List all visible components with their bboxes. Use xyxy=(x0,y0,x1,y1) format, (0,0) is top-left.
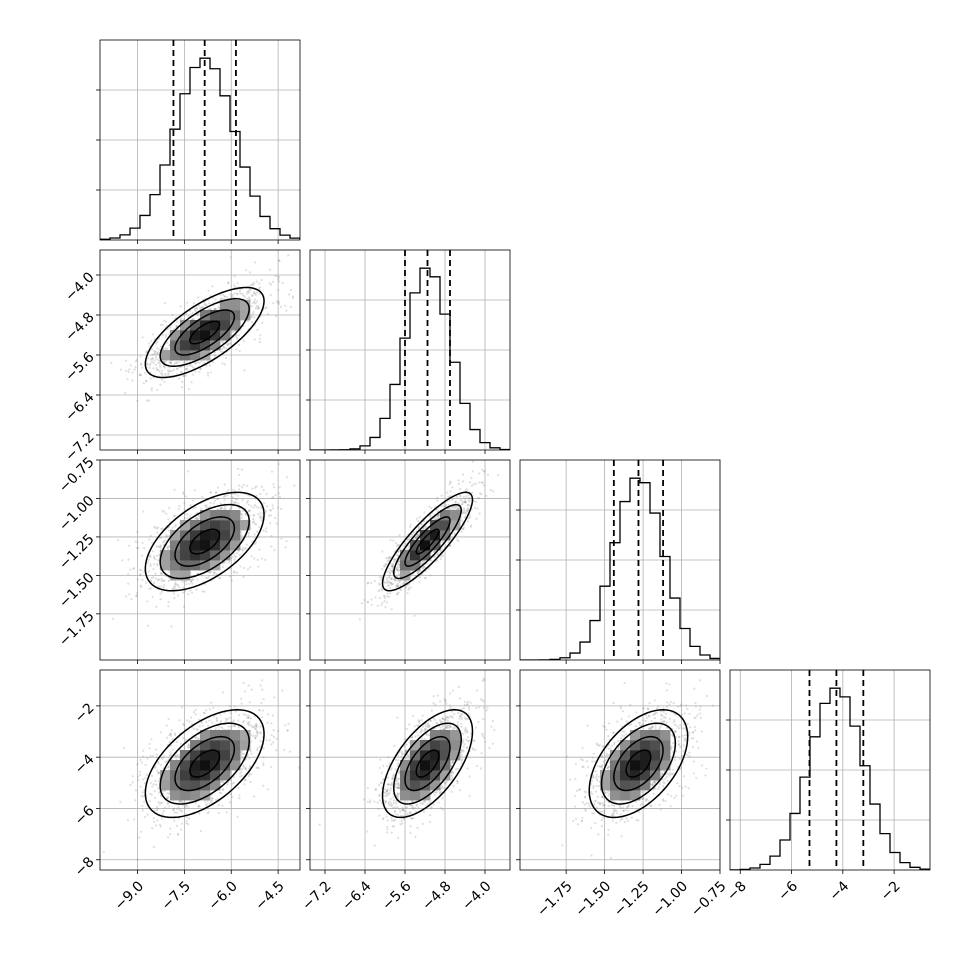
contour-1 xyxy=(613,735,664,792)
contour-1 xyxy=(174,309,236,356)
y-tick-label: −2 xyxy=(72,700,98,726)
x-tick-label: −1.00 xyxy=(649,878,691,920)
panel-frame xyxy=(99,249,301,451)
histogram-2 xyxy=(520,477,720,660)
x-tick-label: −2 xyxy=(878,878,904,904)
scatter-points xyxy=(318,677,496,847)
y-tick-label: −4 xyxy=(72,751,98,777)
contour-0 xyxy=(415,749,440,778)
contour-1 xyxy=(174,516,236,567)
y-tick-label: −1.75 xyxy=(56,608,98,650)
x-tick-label: −4.5 xyxy=(252,878,287,913)
density-cells xyxy=(400,510,461,581)
y-tick-label: −8 xyxy=(72,854,98,880)
panel-frame xyxy=(519,459,721,661)
contour-3 xyxy=(144,491,265,592)
contour-3 xyxy=(381,709,474,819)
panel-frame xyxy=(729,669,931,871)
panel-2-1 xyxy=(306,459,511,664)
panel-2-2 xyxy=(516,459,721,664)
panel-3-1: −7.2 −6.4 −5.6 −4.8 −4.0 xyxy=(299,669,511,914)
panel-1-0: −7.2−6.4−5.6−4.8−4.0 xyxy=(62,249,301,465)
panel-0-0 xyxy=(96,39,301,244)
contour-2 xyxy=(159,503,250,580)
density-cells xyxy=(600,730,671,801)
panel-3-0: −8 −6 −4 −2 −9.0 −7.5 −6.0 −4.5 xyxy=(72,669,301,914)
contour-1 xyxy=(404,516,451,567)
y-tick-label: −4.8 xyxy=(62,309,97,344)
y-tick-label: −4.0 xyxy=(62,269,97,304)
x-tick-label: −0.75 xyxy=(688,878,730,920)
x-tick-label: −5.6 xyxy=(379,878,414,913)
contour-2 xyxy=(392,503,463,580)
panel-2-0: −1.75−1.50−1.25−1.00−0.75 xyxy=(56,454,301,664)
contour-1 xyxy=(174,735,236,792)
histogram-3 xyxy=(730,687,930,870)
panel-frame xyxy=(519,669,721,871)
panel-frame xyxy=(99,459,301,661)
x-tick-label: −4 xyxy=(827,878,853,904)
panel-frame xyxy=(309,669,511,871)
contour-2 xyxy=(600,722,677,805)
y-tick-label: −1.50 xyxy=(56,570,98,612)
x-tick-label: −7.2 xyxy=(299,878,334,913)
panel-3-3: −8 −6 −4 −2 xyxy=(724,669,931,904)
contour-0 xyxy=(625,749,652,778)
x-tick-label: −6.4 xyxy=(339,878,374,913)
x-tick-label: −9.0 xyxy=(112,878,147,913)
contour-1 xyxy=(404,735,451,792)
y-tick-label: −5.6 xyxy=(62,349,97,384)
panel-frame xyxy=(309,459,511,661)
x-tick-label: −7.5 xyxy=(159,878,194,913)
x-tick-label: −1.75 xyxy=(534,878,576,920)
panel-frame xyxy=(309,249,511,451)
contour-2 xyxy=(159,722,250,805)
histogram-1 xyxy=(310,267,510,450)
contour-3 xyxy=(144,286,265,379)
contour-2 xyxy=(159,298,250,367)
x-tick-label: −6 xyxy=(775,878,801,904)
panel-1-1 xyxy=(306,249,511,454)
contour-3 xyxy=(144,709,265,819)
panel-frame xyxy=(99,669,301,871)
x-tick-label: −4.0 xyxy=(459,878,494,913)
x-tick-label: −6.0 xyxy=(206,878,241,913)
contour-0 xyxy=(415,528,440,555)
panel-frame xyxy=(99,39,301,241)
y-tick-label: −6 xyxy=(72,803,98,829)
panel-3-2: −1.75−1.50−1.25−1.00−0.75 xyxy=(516,669,730,920)
x-tick-label: −1.50 xyxy=(573,878,615,920)
contour-0 xyxy=(189,749,221,778)
x-tick-label: −4.8 xyxy=(419,878,454,913)
y-tick-label: −6.4 xyxy=(62,389,97,424)
contour-3 xyxy=(588,708,689,819)
histogram-0 xyxy=(100,57,300,240)
contour-0 xyxy=(189,528,221,555)
x-tick-label: −8 xyxy=(724,878,750,904)
y-tick-label: −1.25 xyxy=(56,531,98,573)
y-tick-label: −1.00 xyxy=(56,493,98,535)
contour-0 xyxy=(189,320,221,345)
contour-3 xyxy=(381,491,474,592)
contour-2 xyxy=(393,722,462,805)
x-tick-label: −1.25 xyxy=(611,878,653,920)
